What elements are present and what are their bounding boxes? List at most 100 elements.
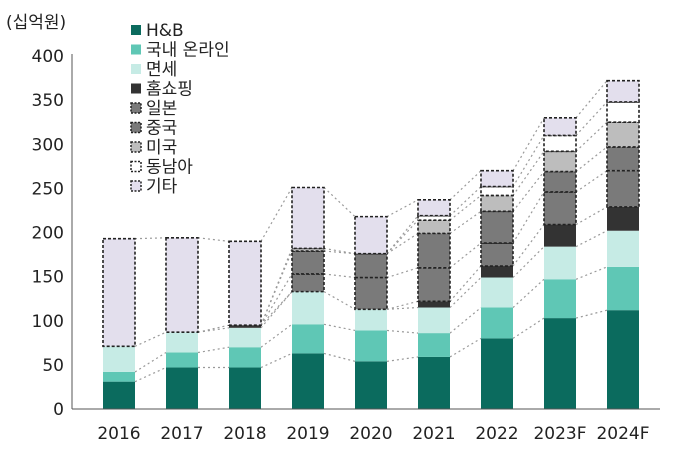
axes: 0 50 100 150 200 250 300 350 400 2016 2017 2018 2019… <box>32 47 660 444</box>
bar-segment <box>229 367 261 409</box>
bar-segment <box>607 206 639 231</box>
bar-segment <box>480 194 514 213</box>
connector-line <box>197 324 230 333</box>
connector-line <box>260 323 293 348</box>
x-tick-label: 2024F <box>596 424 649 444</box>
connector-line <box>386 329 419 334</box>
x-tick-label: 2020 <box>349 424 392 444</box>
connector-line <box>386 356 419 362</box>
legend-swatch <box>131 25 141 35</box>
bar-segment <box>166 367 198 409</box>
bar-segment <box>607 310 639 409</box>
bar-segment <box>354 252 388 279</box>
unit-label: (십억원) <box>6 13 66 33</box>
legend-swatch <box>131 44 141 55</box>
bar-segment <box>166 332 198 353</box>
connector-line <box>512 278 545 308</box>
connector-line <box>386 215 419 255</box>
bar-segment <box>543 150 577 173</box>
connector-line <box>512 171 545 212</box>
legend-swatch <box>130 121 142 134</box>
bar-segment <box>417 199 451 217</box>
bar-segment <box>481 277 513 308</box>
legend-label: 기타 <box>146 177 178 197</box>
bar-segment <box>480 242 514 267</box>
connector-line <box>134 352 167 373</box>
connector-line <box>449 186 482 217</box>
legend-label: 중국 <box>146 119 177 139</box>
bar-segment <box>544 246 576 280</box>
connector-line <box>449 307 482 334</box>
bar-segment <box>544 318 576 409</box>
connector-line <box>449 194 482 221</box>
connector-line <box>449 337 482 358</box>
bar-segment <box>544 279 576 319</box>
y-tick-label: 0 <box>53 400 64 420</box>
legend-swatch <box>130 141 142 153</box>
x-tick-label: 2017 <box>160 424 203 444</box>
connector-line <box>575 146 608 173</box>
bar-segment <box>417 219 451 235</box>
bar-segment <box>607 230 639 267</box>
connector-line <box>386 232 419 255</box>
bar-segment <box>543 134 577 153</box>
connector-line <box>260 248 293 326</box>
bar-segment <box>103 381 135 409</box>
connector-line <box>134 366 167 383</box>
legend-label: H&B <box>146 21 184 41</box>
bar-segment <box>291 250 325 275</box>
connector-line <box>323 187 356 218</box>
connector-line <box>323 291 356 310</box>
connector-line <box>386 300 419 310</box>
connector-line <box>260 187 293 242</box>
connector-line <box>575 266 608 280</box>
connector-line <box>260 273 293 326</box>
y-tick-label: 50 <box>42 356 64 376</box>
y-tick-label: 350 <box>32 91 64 111</box>
y-tick-label: 300 <box>32 135 64 155</box>
connector-line <box>512 191 545 244</box>
x-tick-label: 2019 <box>286 424 329 444</box>
connector-line <box>323 323 356 332</box>
legend-label: 미국 <box>146 138 177 158</box>
bar-segment <box>103 371 135 382</box>
connector-line <box>512 224 545 267</box>
bar-segment <box>292 353 324 409</box>
bar-segment <box>417 266 451 303</box>
bar-segment <box>228 240 262 326</box>
bar-segment <box>606 121 640 148</box>
legend-label: 국내 온라인 <box>146 41 230 61</box>
bar-segment <box>417 232 451 269</box>
bar-segment <box>292 291 324 325</box>
x-tick-label: 2018 <box>223 424 266 444</box>
y-tick-label: 150 <box>32 268 64 288</box>
legend-swatch <box>130 160 142 173</box>
x-tick-label: 2023F <box>533 424 586 444</box>
bar-segment <box>481 338 513 409</box>
connector-line <box>512 150 545 196</box>
connector-line <box>260 352 293 369</box>
connector-line <box>512 317 545 339</box>
y-tick-label: 100 <box>32 312 64 332</box>
bar-segment <box>543 170 577 193</box>
legend-swatch <box>130 102 142 114</box>
bar-segment <box>606 79 640 103</box>
connector-line <box>197 237 230 242</box>
x-tick-label: 2021 <box>412 424 455 444</box>
legend-swatch <box>130 180 142 192</box>
connector-line <box>575 309 608 319</box>
connector-line <box>449 277 482 308</box>
bars <box>102 79 640 409</box>
bar-segment <box>103 346 135 372</box>
bar-segment <box>543 191 577 226</box>
bar-segment <box>607 266 639 311</box>
bar-segment <box>418 307 450 334</box>
bar-segment <box>481 307 513 339</box>
legend-label: 동남아 <box>146 158 193 178</box>
connector-line <box>449 170 482 201</box>
bar-segment <box>355 361 387 409</box>
bar-segment <box>418 301 450 308</box>
bar-segment <box>355 309 387 331</box>
bar-segment <box>480 169 514 188</box>
